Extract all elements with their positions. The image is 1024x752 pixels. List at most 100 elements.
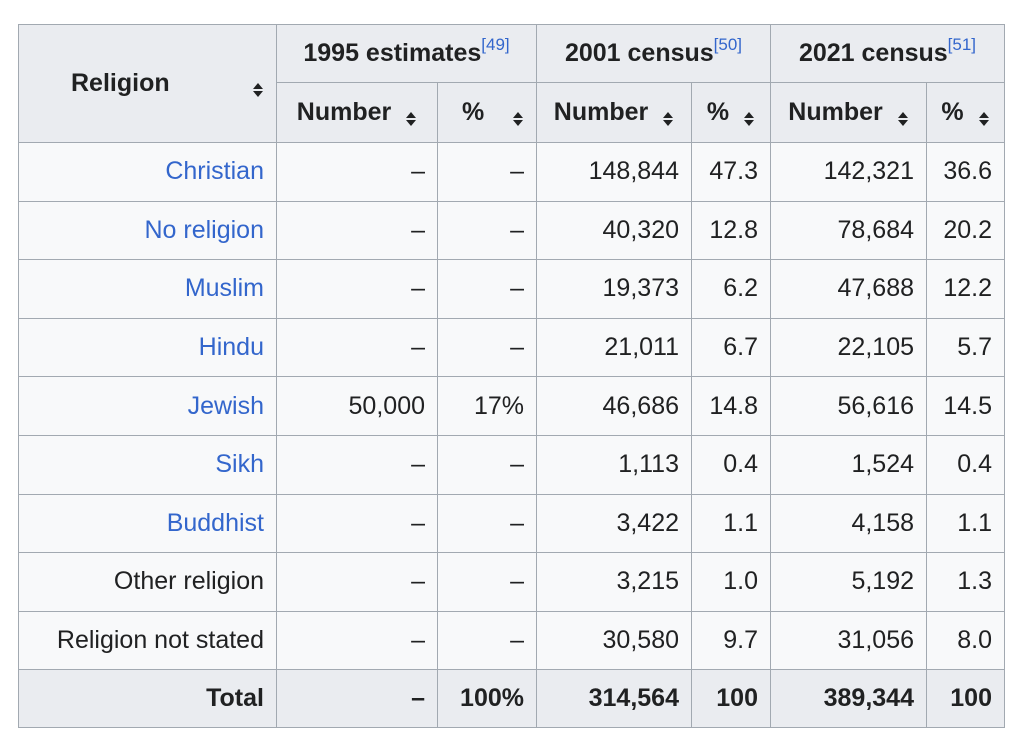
number-2001-cell: 21,011 [536, 317, 692, 378]
number-2001-cell: 19,373 [536, 259, 692, 319]
percent-1995-cell: – [437, 434, 537, 495]
number-2021-cell: 4,158 [770, 493, 927, 554]
percent-1995-cell: – [437, 552, 537, 612]
religion-link-buddhist[interactable]: Buddhist [166, 508, 264, 537]
number-1995-header[interactable]: Number [276, 82, 438, 143]
number-2001-cell: 40,320 [536, 200, 692, 261]
religion-name-cell: No religion [18, 200, 277, 261]
number-2021-cell: 47,688 [770, 259, 927, 319]
number-2001-cell: 3,422 [536, 493, 692, 554]
sort-icon[interactable] [978, 105, 990, 126]
sort-icon[interactable] [743, 105, 755, 126]
percent-2001-cell: 0.4 [691, 434, 771, 495]
percent-header-label: % [462, 98, 485, 126]
percent-2021-cell: 8.0 [926, 610, 1005, 671]
table-row: Jewish 50,000 17% 46,686 14.8 56,616 14.… [18, 376, 1005, 436]
percent-1995-cell: – [437, 317, 537, 378]
percent-2001-cell: 47.3 [691, 142, 771, 202]
total-label-cell: Total [18, 669, 277, 729]
religion-name-cell: Buddhist [18, 493, 277, 554]
table-row: Other religion – – 3,215 1.0 5,192 1.3 [18, 552, 1005, 612]
percent-2021-cell: 20.2 [926, 200, 1005, 261]
percent-header-label: % [941, 98, 964, 126]
religion-name-cell: Christian [18, 142, 277, 202]
sort-icon[interactable] [662, 105, 674, 126]
religion-link-muslim[interactable]: Muslim [184, 274, 264, 303]
percent-1995-cell: – [437, 493, 537, 554]
table-row: Muslim – – 19,373 6.2 47,688 12.2 [18, 259, 1005, 319]
total-number-2021-cell: 389,344 [770, 669, 927, 729]
number-2021-cell: 142,321 [770, 142, 927, 202]
total-percent-1995-cell: 100% [437, 669, 537, 729]
percent-1995-header[interactable]: % [437, 82, 537, 143]
number-2021-cell: 1,524 [770, 434, 927, 495]
table-row: Religion not stated – – 30,580 9.7 31,05… [18, 610, 1005, 671]
group-label-2021: 2021 census [798, 39, 948, 67]
number-1995-cell: – [276, 552, 438, 612]
percent-2021-cell: 12.2 [926, 259, 1005, 319]
group-label-2001: 2001 census [564, 39, 714, 67]
percent-2001-cell: 14.8 [691, 376, 771, 436]
total-row: Total – 100% 314,564 100 389,344 100 [18, 669, 1005, 729]
number-1995-cell: 50,000 [276, 376, 438, 436]
sort-icon[interactable] [512, 105, 524, 126]
sort-icon[interactable] [897, 105, 909, 126]
sort-icon[interactable] [405, 105, 417, 126]
percent-2001-cell: 6.2 [691, 259, 771, 319]
religion-name-cell: Hindu [18, 317, 277, 378]
number-1995-cell: – [276, 434, 438, 495]
number-2001-cell: 148,844 [536, 142, 692, 202]
reference-link-49[interactable]: [49] [481, 35, 510, 54]
total-number-1995-cell: – [276, 669, 438, 729]
header-row-subcolumns: Number % Number % [19, 82, 1005, 143]
religion-link-christian[interactable]: Christian [165, 157, 264, 186]
percent-2001-header[interactable]: % [691, 82, 771, 143]
number-1995-cell: – [276, 200, 438, 261]
number-2001-header[interactable]: Number [536, 82, 692, 143]
sort-icon[interactable] [252, 76, 264, 97]
table-row: Christian – – 148,844 47.3 142,321 36.6 [18, 142, 1005, 202]
percent-2021-cell: 1.1 [926, 493, 1005, 554]
total-number-2001-cell: 314,564 [536, 669, 692, 729]
religion-name-cell: Jewish [18, 376, 277, 436]
percent-2001-cell: 1.1 [691, 493, 771, 554]
number-header-label: Number [296, 98, 392, 126]
group-header-2001: 2001 census[50] [536, 24, 771, 83]
number-1995-cell: – [276, 142, 438, 202]
number-2021-cell: 56,616 [770, 376, 927, 436]
header-row-groups: Religion 1995 estimates[49] 2001 census[… [18, 24, 1005, 143]
religion-table: Religion 1995 estimates[49] 2001 census[… [18, 24, 1005, 729]
number-1995-cell: – [276, 610, 438, 671]
religion-link-sikh[interactable]: Sikh [215, 450, 264, 479]
number-header-label: Number [788, 98, 883, 126]
number-header-label: Number [553, 98, 649, 126]
reference-link-50[interactable]: [50] [713, 35, 743, 54]
religion-link-no-religion[interactable]: No religion [144, 215, 264, 244]
number-2021-cell: 78,684 [770, 200, 927, 261]
percent-2021-cell: 36.6 [926, 142, 1005, 202]
percent-2021-cell: 1.3 [926, 552, 1005, 612]
percent-1995-cell: – [437, 610, 537, 671]
religion-name-cell: Muslim [18, 259, 277, 319]
percent-header-label: % [706, 98, 730, 126]
number-2001-cell: 1,113 [536, 434, 692, 495]
group-header-2021: 2021 census[51] [770, 24, 1005, 83]
percent-2021-header[interactable]: % [926, 82, 1005, 143]
number-2021-cell: 22,105 [770, 317, 927, 378]
reference-link-51[interactable]: [51] [947, 35, 977, 54]
percent-2001-cell: 6.7 [691, 317, 771, 378]
religion-link-hindu[interactable]: Hindu [198, 333, 264, 362]
percent-2021-cell: 0.4 [926, 434, 1005, 495]
number-2021-header[interactable]: Number [770, 82, 927, 143]
table-body: Christian – – 148,844 47.3 142,321 36.6 … [18, 142, 1005, 729]
percent-1995-cell: – [437, 142, 537, 202]
number-2021-cell: 5,192 [770, 552, 927, 612]
religion-link-jewish[interactable]: Jewish [187, 391, 264, 420]
total-percent-2001-cell: 100 [691, 669, 771, 729]
percent-1995-cell: – [437, 200, 537, 261]
percent-1995-cell: – [437, 259, 537, 319]
percent-1995-cell: 17% [437, 376, 537, 436]
religion-column-header[interactable]: Religion [18, 24, 277, 143]
number-2001-cell: 30,580 [536, 610, 692, 671]
group-header-1995: 1995 estimates[49] [276, 24, 537, 83]
